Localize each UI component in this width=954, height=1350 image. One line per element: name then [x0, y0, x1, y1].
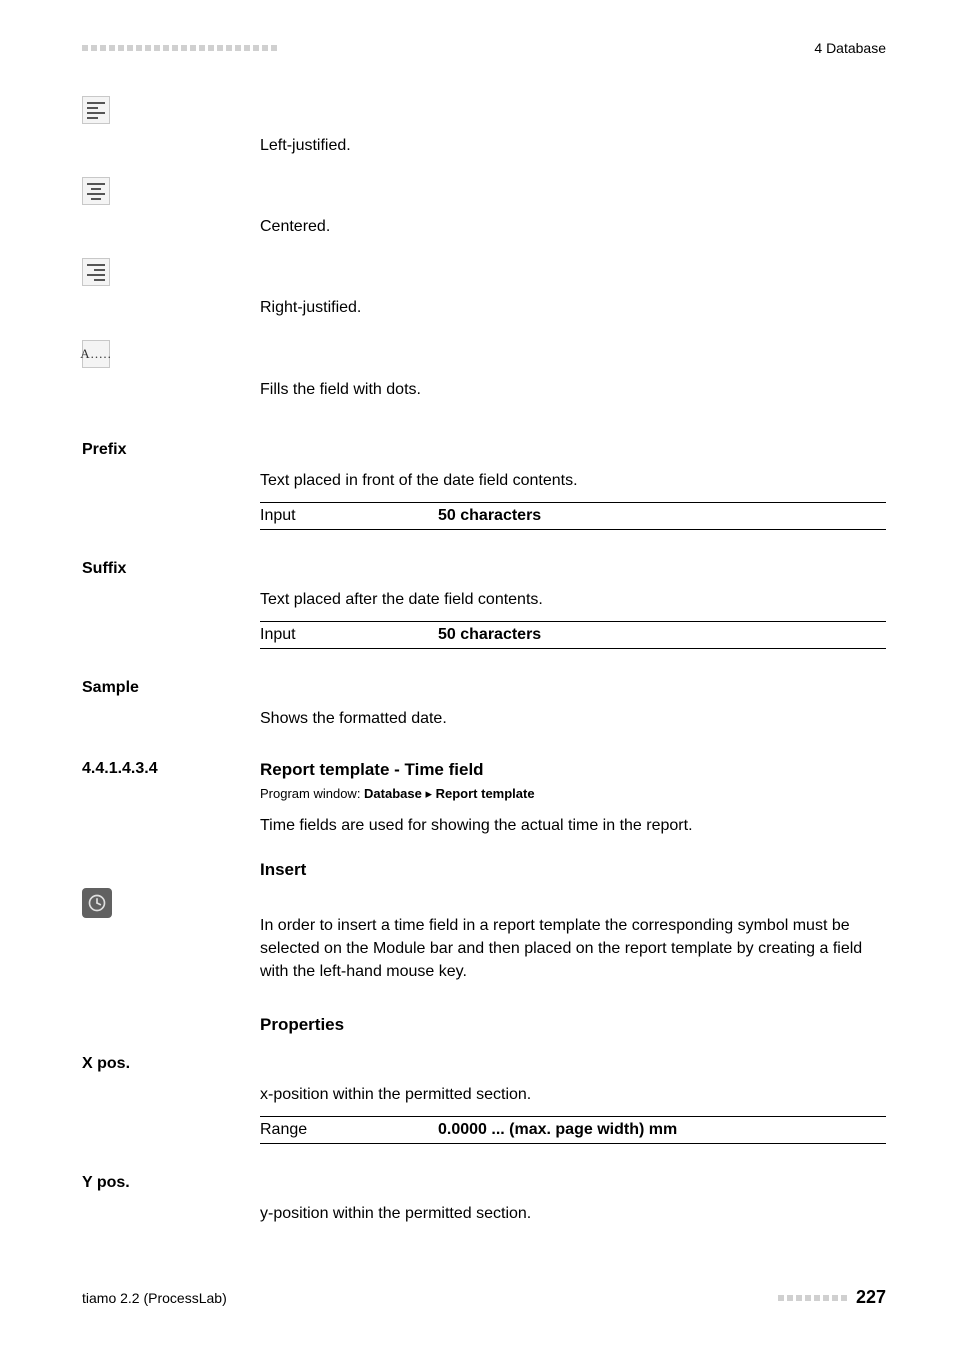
xpos-spec: Range 0.0000 ... (max. page width) mm [260, 1116, 886, 1144]
suffix-spec: Input 50 characters [260, 621, 886, 649]
align-center-icon [82, 177, 110, 205]
suffix-input-value: 50 characters [438, 626, 541, 644]
prefix-input-label: Input [260, 507, 438, 525]
program-sep: ▸ [422, 786, 436, 801]
sample-desc: Shows the formatted date. [260, 707, 886, 730]
suffix-input-label: Input [260, 626, 438, 644]
suffix-desc: Text placed after the date field content… [260, 588, 886, 611]
align-center-desc: Centered. [260, 215, 886, 238]
sample-label: Sample [82, 679, 139, 696]
header-decoration [82, 45, 277, 51]
properties-heading: Properties [260, 1015, 886, 1035]
align-right-desc: Right-justified. [260, 296, 886, 319]
prefix-desc: Text placed in front of the date field c… [260, 469, 886, 492]
fill-dots-icon: A..... [82, 340, 110, 368]
program-prefix: Program window: [260, 786, 364, 801]
clock-icon [87, 893, 107, 913]
chapter-label: 4 Database [814, 40, 886, 56]
program-path1: Database [364, 786, 422, 801]
xpos-desc: x-position within the permitted section. [260, 1083, 886, 1106]
time-field-icon [82, 888, 112, 918]
footer-decoration: 227 [778, 1287, 886, 1308]
ypos-label: Y pos. [82, 1174, 130, 1191]
section-number: 4.4.1.4.3.4 [82, 760, 158, 777]
section-title: Report template - Time field [260, 760, 886, 780]
align-left-desc: Left-justified. [260, 134, 886, 157]
prefix-spec: Input 50 characters [260, 502, 886, 530]
xpos-range-label: Range [260, 1121, 438, 1139]
align-left-icon [82, 96, 110, 124]
insert-heading: Insert [260, 860, 886, 880]
page-number: 227 [856, 1287, 886, 1308]
xpos-label: X pos. [82, 1055, 130, 1072]
ypos-desc: y-position within the permitted section. [260, 1202, 886, 1225]
footer-product: tiamo 2.2 (ProcessLab) [82, 1290, 227, 1306]
program-window-line: Program window: Database ▸ Report templa… [260, 786, 886, 802]
prefix-label: Prefix [82, 441, 126, 458]
fill-dots-desc: Fills the field with dots. [260, 378, 886, 401]
prefix-input-value: 50 characters [438, 507, 541, 525]
align-right-icon [82, 258, 110, 286]
program-path2: Report template [436, 786, 535, 801]
suffix-label: Suffix [82, 560, 126, 577]
dots-symbol: A..... [80, 347, 112, 360]
xpos-range-value: 0.0000 ... (max. page width) mm [438, 1121, 677, 1139]
section-intro: Time fields are used for showing the act… [260, 814, 886, 837]
insert-paragraph: In order to insert a time field in a rep… [260, 914, 886, 984]
